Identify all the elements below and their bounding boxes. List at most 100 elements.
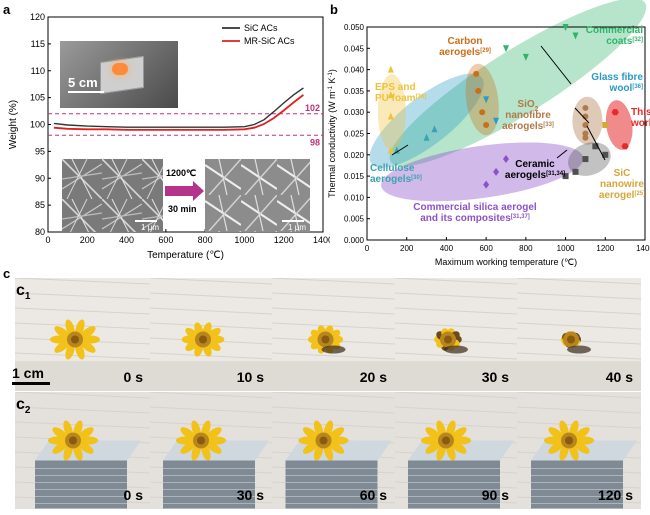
data-point <box>387 91 394 99</box>
inset-scale-label: 5 cm <box>68 75 98 90</box>
photo-row1-frame-4: 30 s <box>395 278 517 391</box>
data-point <box>572 168 579 175</box>
region-commercial-coats <box>389 0 647 167</box>
data-point <box>582 130 589 137</box>
sem-right-scale-label: 1 μm <box>288 223 306 232</box>
x-tick-label: 800 <box>519 244 533 253</box>
y-tick-label: 90 <box>35 173 45 183</box>
data-point <box>483 180 490 189</box>
y-tick-label: 115 <box>31 39 45 49</box>
label-cellulose-aerogels: Cellulose aerogels[30] <box>370 163 422 185</box>
data-point <box>479 109 486 116</box>
data-point <box>602 121 609 128</box>
y-tick-label: 85 <box>35 200 45 210</box>
x-tick-label: 0 <box>45 235 50 245</box>
scale-label: 1 cm <box>12 365 44 381</box>
x-tick-label: 1200 <box>596 244 614 253</box>
row2-label: c2 <box>16 396 31 417</box>
data-point <box>602 151 609 158</box>
x-tick-label: 1200 <box>274 235 294 245</box>
time-label: 30 s <box>481 369 509 385</box>
y-tick-label: 0.045 <box>344 44 365 53</box>
y-tick-label: 80 <box>35 227 45 237</box>
data-point <box>493 117 500 125</box>
y-tick-label: 0.025 <box>344 130 365 139</box>
y-tick-label: 0.020 <box>344 151 365 160</box>
x-tick-label: 200 <box>400 244 414 253</box>
arrow-temp-label: 1200℃ <box>166 168 197 178</box>
y-axis-label: Weight (%) <box>8 100 19 149</box>
panel-a-letter: a <box>3 2 11 17</box>
y-axis-label: Thermal conductivity (W m-1 K-1) <box>327 69 337 198</box>
time-label: 20 s <box>359 369 387 385</box>
pointer-sio2 <box>574 107 590 124</box>
label-this-work: Thiswork <box>630 107 650 129</box>
data-point <box>503 155 509 164</box>
y-tick-label: 120 <box>30 12 45 22</box>
pointer-glass-wool <box>540 45 572 85</box>
data-point <box>582 134 589 141</box>
panel-c-letter: c <box>3 266 11 281</box>
ref-label-98: 98 <box>310 137 320 147</box>
ref-label-102: 102 <box>305 103 320 113</box>
time-label: 120 s <box>597 487 633 503</box>
flame-glow <box>112 63 128 75</box>
x-tick-label: 0 <box>365 244 370 253</box>
sem-right-scale-bar <box>282 220 304 222</box>
data-point <box>387 146 394 154</box>
data-point <box>483 121 490 128</box>
y-tick-label: 0.040 <box>344 66 365 75</box>
time-label: 30 s <box>236 487 264 503</box>
time-label: 90 s <box>481 487 509 503</box>
pointer-ceramic <box>556 149 568 159</box>
data-point <box>387 65 394 73</box>
photo-row1-frame-3: 20 s <box>272 278 395 391</box>
data-point <box>431 125 438 133</box>
sem-after-image: 1 μm <box>205 159 310 232</box>
region-silica <box>381 142 584 202</box>
time-label: 40 s <box>605 369 633 385</box>
label-commercial-coats: Commercial coats[32] <box>586 25 643 47</box>
data-point <box>582 104 589 111</box>
data-point <box>522 53 529 61</box>
sem-before-image: 1 μm <box>62 159 163 232</box>
x-tick-label: 200 <box>80 235 95 245</box>
row1-label: c1 <box>16 282 31 303</box>
x-tick-label: 1000 <box>557 244 575 253</box>
x-axis-label: Temperature (℃) <box>147 250 224 261</box>
data-point <box>611 109 619 116</box>
data-point <box>475 87 482 94</box>
data-point <box>572 32 579 40</box>
label-commercial-silica: Commercial silica aerogel and its composi… <box>413 202 537 224</box>
y-tick-label: 100 <box>30 120 45 130</box>
photo-row2-frame-4: 90 s <box>395 392 517 509</box>
data-point <box>582 156 589 163</box>
data-point <box>493 167 500 176</box>
photo-row2-frame-3: 60 s <box>272 392 395 509</box>
y-tick-label: 0.030 <box>344 108 365 117</box>
y-tick-label: 0.000 <box>344 236 365 245</box>
region-glass-cellulose <box>369 73 484 168</box>
label-sic-nanowire: SiC nanowire aerogel[25] <box>599 168 645 201</box>
sem-left-scale-label: 1 μm <box>141 223 159 232</box>
label-carbon-aerogels: Carbon aerogels[29] <box>439 36 491 58</box>
data-point <box>473 70 480 77</box>
x-tick-label: 1000 <box>234 235 254 245</box>
photo-row2-frame-2: 30 s <box>150 392 272 509</box>
x-tick-label: 800 <box>198 235 213 245</box>
region-carbon <box>465 63 499 136</box>
pointer-cellulose <box>391 144 409 156</box>
label-ceramic-aerogels: Ceramic aerogels[31,34] <box>505 159 565 181</box>
series-line-mr-sic <box>53 94 304 131</box>
y-tick-label: 105 <box>30 93 45 103</box>
sem-left-scale-bar <box>135 220 157 222</box>
data-point <box>592 143 599 150</box>
pointer-sic-nanowire <box>586 125 606 161</box>
photo-row1-frame-2: 10 s <box>150 278 272 391</box>
photo-row2-frame-5: 120 s <box>517 392 641 509</box>
y-tick-label: 95 <box>35 146 45 156</box>
panel-b-letter: b <box>330 2 338 17</box>
